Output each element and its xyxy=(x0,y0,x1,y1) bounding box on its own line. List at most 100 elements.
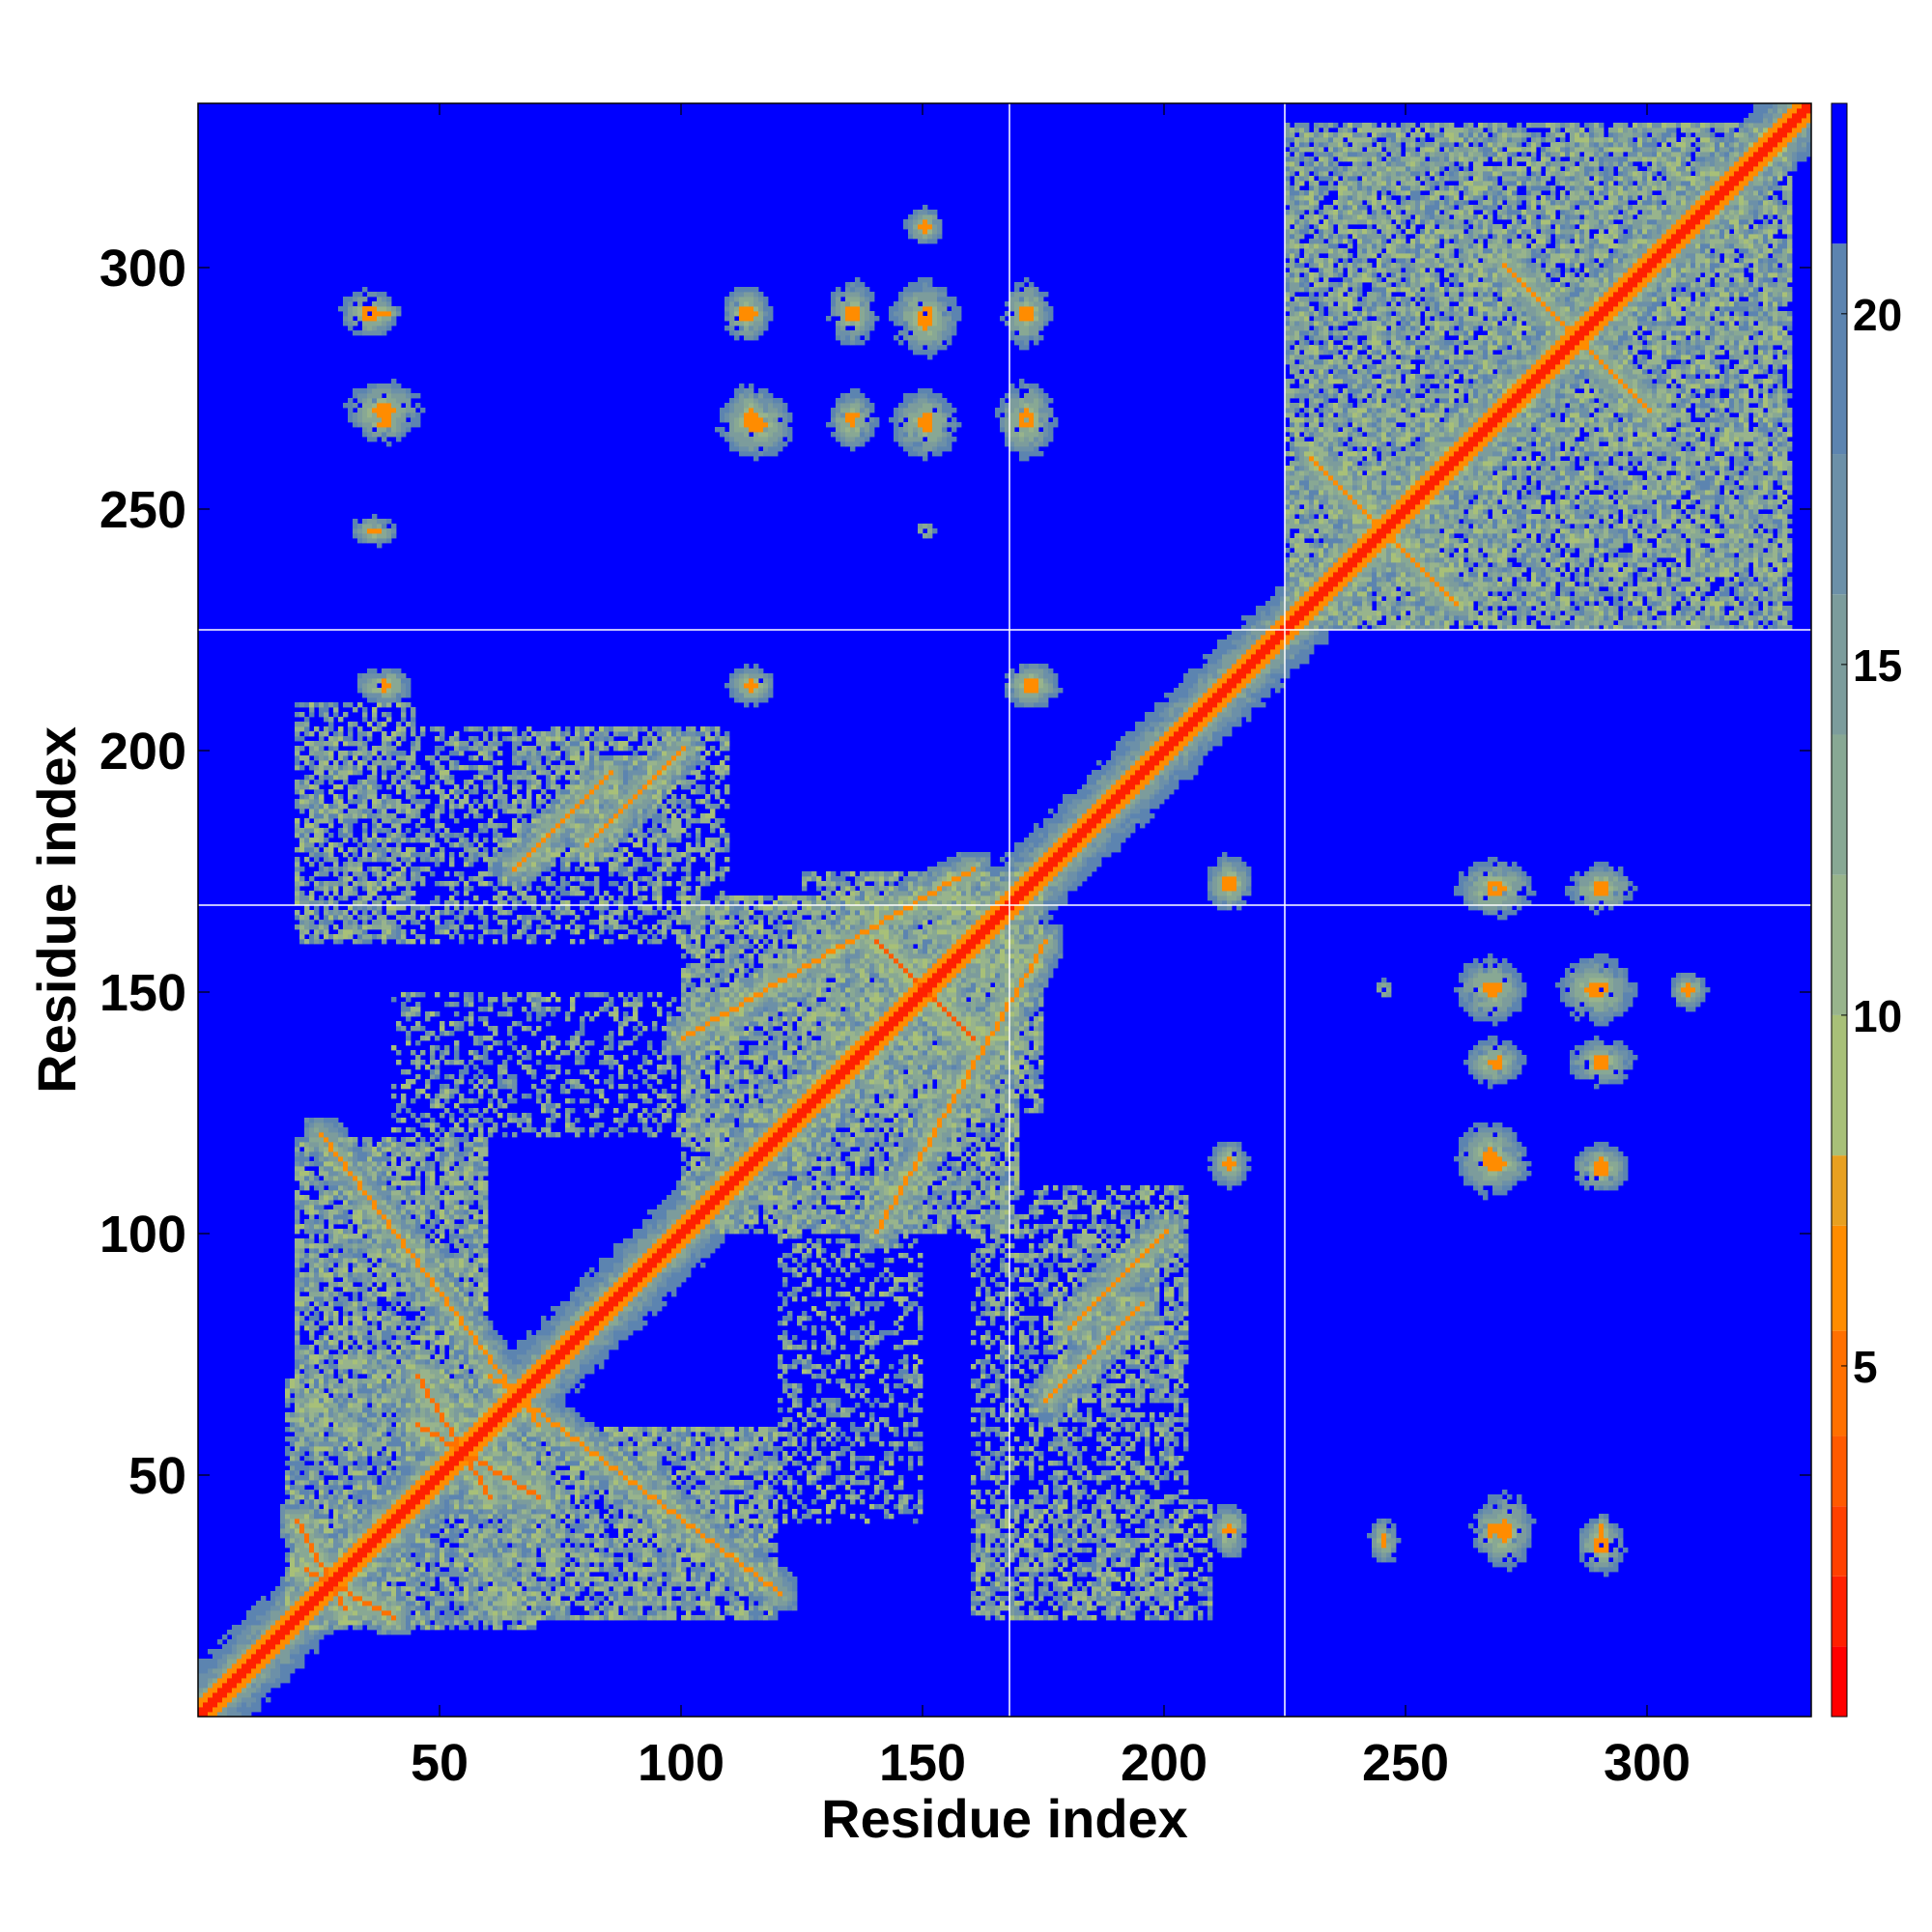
heatmap-cell xyxy=(869,1412,875,1418)
heatmap-cell xyxy=(348,1548,358,1553)
heatmap-cell xyxy=(1179,1591,1184,1597)
heatmap-cell xyxy=(435,1572,450,1577)
heatmap-cell xyxy=(696,1581,706,1587)
heatmap-cell xyxy=(613,1504,624,1510)
heatmap-cell xyxy=(531,1605,537,1611)
heatmap-cell xyxy=(401,1422,407,1428)
heatmap-cell xyxy=(976,1596,981,1602)
heatmap-cell xyxy=(633,1499,639,1505)
heatmap-cell xyxy=(1145,1436,1151,1442)
heatmap-cell xyxy=(507,1528,513,1534)
heatmap-cell xyxy=(642,1557,648,1563)
heatmap-cell xyxy=(483,1533,489,1539)
heatmap-cell xyxy=(652,1557,658,1563)
heatmap-cell xyxy=(526,1538,532,1544)
heatmap-cell xyxy=(536,1480,542,1486)
heatmap-cell xyxy=(763,1567,774,1573)
heatmap-cell xyxy=(304,1567,310,1573)
heatmap-cell xyxy=(710,1490,716,1495)
heatmap-cell xyxy=(314,1456,320,1462)
heatmap-cell xyxy=(295,1634,300,1640)
heatmap-cell xyxy=(348,1407,358,1413)
heatmap-cell xyxy=(1613,1548,1619,1553)
heatmap-cell xyxy=(280,1625,296,1631)
heatmap-cell xyxy=(918,1475,923,1481)
heatmap-cell xyxy=(589,1465,600,1471)
heatmap-cell xyxy=(411,1441,416,1447)
heatmap-cell xyxy=(396,1567,402,1573)
heatmap-cell xyxy=(705,1615,711,1621)
heatmap-cell xyxy=(850,1427,870,1433)
heatmap-cell xyxy=(1604,1523,1609,1529)
heatmap-cell xyxy=(686,1465,692,1471)
heatmap-cell xyxy=(357,1417,368,1423)
heatmap-cell xyxy=(763,1601,769,1606)
heatmap-cell xyxy=(411,1446,416,1452)
heatmap-cell xyxy=(787,1596,793,1602)
heatmap-cell xyxy=(357,1610,383,1616)
heatmap-cell xyxy=(391,1446,397,1452)
heatmap-cell xyxy=(478,1605,484,1611)
heatmap-cell xyxy=(299,1634,305,1640)
heatmap-cell xyxy=(1029,1577,1035,1582)
heatmap-cell xyxy=(1092,1605,1097,1611)
heatmap-cell xyxy=(918,1432,923,1437)
heatmap-cell xyxy=(667,1562,672,1568)
heatmap-cell xyxy=(1092,1519,1097,1524)
heatmap-cell xyxy=(1116,1610,1122,1616)
heatmap-cell xyxy=(512,1499,518,1505)
heatmap-cell xyxy=(681,1562,687,1568)
heatmap-cell xyxy=(338,1509,349,1515)
heatmap-cell xyxy=(507,1548,513,1553)
heatmap-cell xyxy=(251,1605,271,1611)
heatmap-cell xyxy=(1106,1577,1112,1582)
heatmap-cell xyxy=(633,1552,643,1558)
heatmap-cell xyxy=(227,1663,233,1669)
heatmap-cell xyxy=(435,1485,445,1491)
heatmap-cell xyxy=(290,1499,296,1505)
heatmap-cell xyxy=(449,1499,455,1505)
heatmap-cell xyxy=(295,1485,305,1491)
heatmap-cell xyxy=(1150,1475,1155,1481)
heatmap-cell xyxy=(609,1591,619,1597)
heatmap-cell xyxy=(662,1533,668,1539)
heatmap-cell xyxy=(1116,1417,1122,1423)
heatmap-cell xyxy=(324,1605,329,1611)
heatmap-cell xyxy=(647,1436,653,1442)
heatmap-cell xyxy=(1164,1523,1170,1529)
heatmap-cell xyxy=(444,1528,450,1534)
heatmap-cell xyxy=(734,1557,740,1563)
heatmap-cell xyxy=(691,1519,701,1524)
heatmap-cell xyxy=(681,1586,687,1592)
heatmap-cell xyxy=(628,1499,634,1505)
heatmap-cell xyxy=(860,1490,866,1495)
heatmap-cell xyxy=(299,1552,310,1558)
heatmap-cell xyxy=(681,1523,687,1529)
heatmap-cell xyxy=(903,1427,909,1433)
heatmap-cell xyxy=(1125,1557,1131,1563)
heatmap-cell xyxy=(473,1586,479,1592)
heatmap-cell xyxy=(604,1586,610,1592)
heatmap-cell xyxy=(1058,1427,1064,1433)
heatmap-cell xyxy=(845,1436,851,1442)
heatmap-cell xyxy=(551,1548,556,1553)
heatmap-cell xyxy=(377,1615,383,1621)
heatmap-cell xyxy=(1222,1533,1228,1539)
heatmap-cell xyxy=(696,1538,706,1544)
heatmap-cell xyxy=(464,1475,469,1481)
heatmap-cell xyxy=(628,1567,634,1573)
heatmap-cell xyxy=(275,1678,291,1684)
heatmap-cell xyxy=(1377,1557,1382,1563)
heatmap-cell xyxy=(1077,1596,1083,1602)
heatmap-cell xyxy=(555,1610,561,1616)
heatmap-cell xyxy=(1096,1581,1102,1587)
heatmap-cell xyxy=(353,1523,358,1529)
heatmap-cell xyxy=(324,1528,334,1534)
heatmap-cell xyxy=(280,1639,291,1645)
heatmap-cell xyxy=(990,1494,996,1500)
heatmap-cell xyxy=(681,1490,687,1495)
heatmap-cell xyxy=(473,1422,484,1428)
heatmap-cell xyxy=(382,1591,392,1597)
heatmap-cell xyxy=(362,1494,368,1500)
heatmap-cell xyxy=(348,1519,354,1524)
